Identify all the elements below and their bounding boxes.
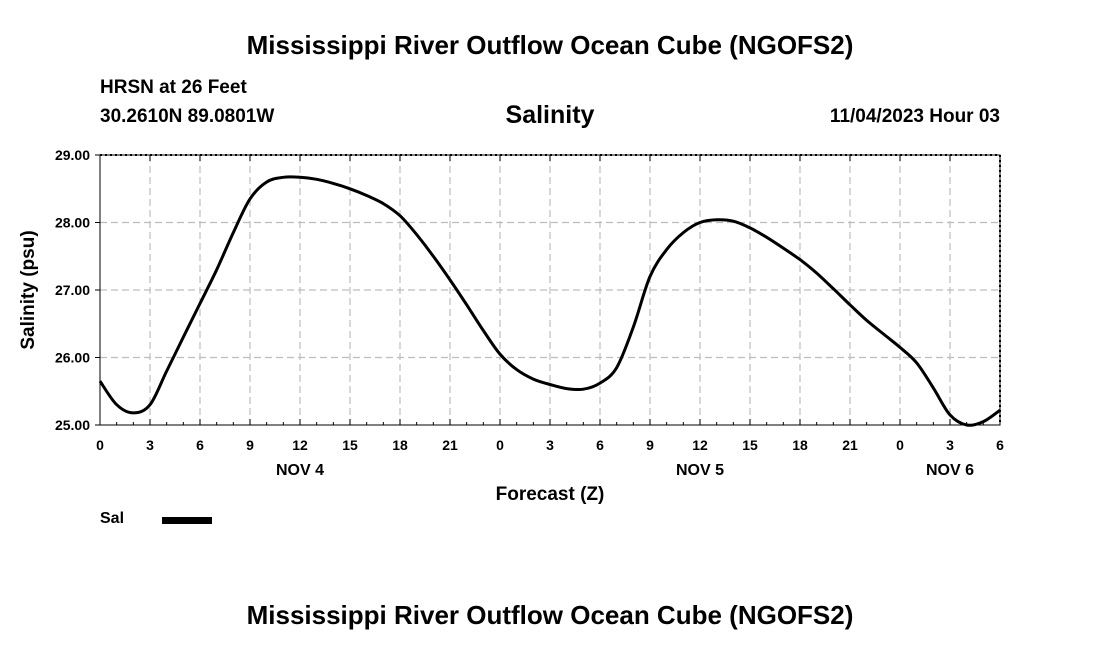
x-tick-label: 0 [96,437,104,453]
y-tick-label: 27.00 [55,282,90,298]
y-tick-label: 26.00 [55,350,90,366]
x-tick-label: 21 [442,437,458,453]
station-label: HRSN at 26 Feet [100,77,247,98]
legend-label-sal: Sal [100,510,125,527]
y-tick-label: 25.00 [55,417,90,433]
x-tick-label: 21 [842,437,858,453]
y-tick-label: 28.00 [55,215,90,231]
x-tick-label: 6 [996,437,1004,453]
main-title: Mississippi River Outflow Ocean Cube (NG… [246,30,854,60]
day-label: NOV 5 [676,462,724,479]
x-tick-label: 6 [596,437,604,453]
x-tick-label: 9 [246,437,254,453]
y-axis-label: Salinity (psu) [18,230,39,349]
x-tick-label: 6 [196,437,204,453]
legend-swatch-sal [162,517,212,524]
x-tick-label: 15 [742,437,758,453]
x-tick-label: 15 [342,437,358,453]
forecast-datetime: 11/04/2023 Hour 03 [829,106,1000,127]
x-tick-label: 0 [896,437,904,453]
day-label: NOV 4 [276,462,324,479]
x-tick-label: 9 [646,437,654,453]
series-line-sal [98,175,1001,427]
x-tick-label: 12 [292,437,308,453]
day-label: NOV 6 [926,462,974,479]
x-tick-label: 12 [692,437,708,453]
x-tick-label: 18 [392,437,408,453]
x-axis-label: Forecast (Z) [496,484,605,505]
x-axis: 0 3 6 9 12 15 18 21 0 3 6 9 12 15 18 21 0 3 6 NOV 4 NOV 5 NOV… [96,155,1004,479]
x-tick-label: 0 [496,437,504,453]
footer-title: Mississippi River Outflow Ocean Cube (NG… [246,600,854,630]
x-tick-label: 3 [546,437,554,453]
chart-grid [100,155,1000,425]
x-tick-label: 3 [946,437,954,453]
y-tick-label: 29.00 [55,147,90,163]
x-tick-label: 3 [146,437,154,453]
panel-title: Salinity [505,101,595,129]
y-axis: 25.00 26.00 27.00 28.00 29.00 [55,147,100,433]
series-layer [98,175,1001,427]
station-coordinates: 30.2610N 89.0801W [100,106,275,127]
x-tick-label: 18 [792,437,808,453]
